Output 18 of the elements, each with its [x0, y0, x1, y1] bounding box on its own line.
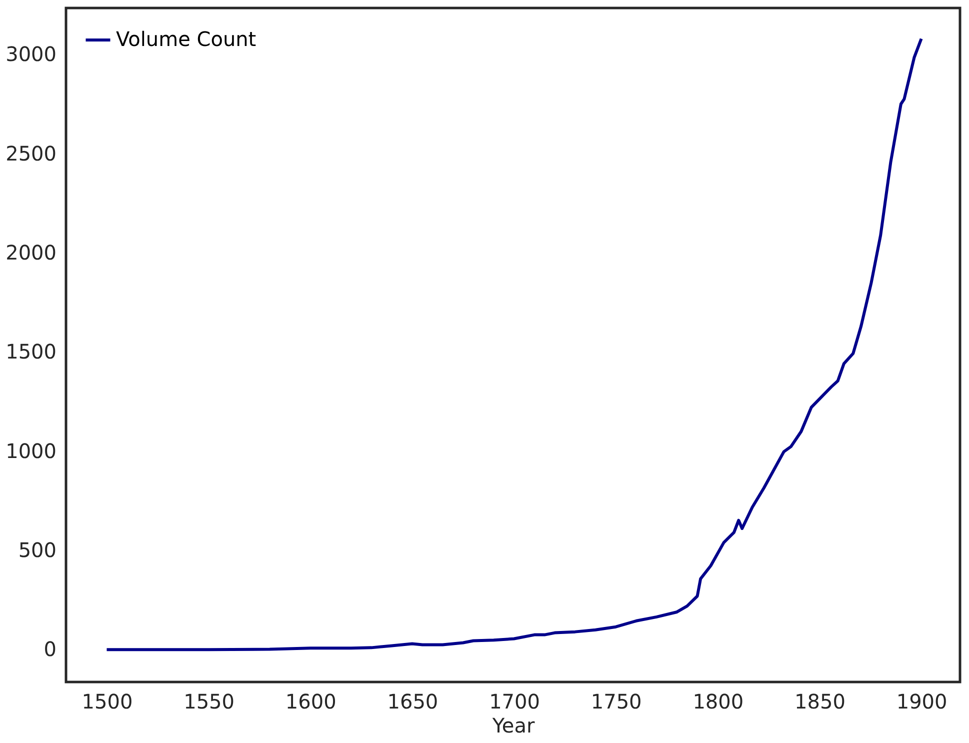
y-tick-label: 2000 [6, 240, 56, 264]
y-tick-label: 500 [18, 538, 56, 562]
x-tick-label: 1800 [692, 690, 744, 714]
y-tick-label: 1000 [6, 438, 56, 463]
x-tick-label: 1550 [184, 690, 235, 714]
legend-label: Volume Count [116, 27, 256, 51]
x-tick-label: 1850 [794, 690, 846, 714]
x-axis-title: Year [491, 714, 536, 738]
x-tick-label: 1900 [896, 690, 948, 714]
x-tick-label: 1650 [387, 690, 438, 714]
x-tick-label: 1600 [285, 690, 336, 714]
y-tick-label: 1500 [6, 340, 56, 364]
x-tick-label: 1500 [82, 690, 133, 714]
y-tick-label: 2500 [6, 141, 56, 166]
x-tick-label: 1750 [590, 690, 642, 714]
x-tick-label: 1700 [489, 690, 540, 714]
y-tick-label: 3000 [6, 42, 56, 66]
y-tick-label: 0 [44, 637, 56, 662]
